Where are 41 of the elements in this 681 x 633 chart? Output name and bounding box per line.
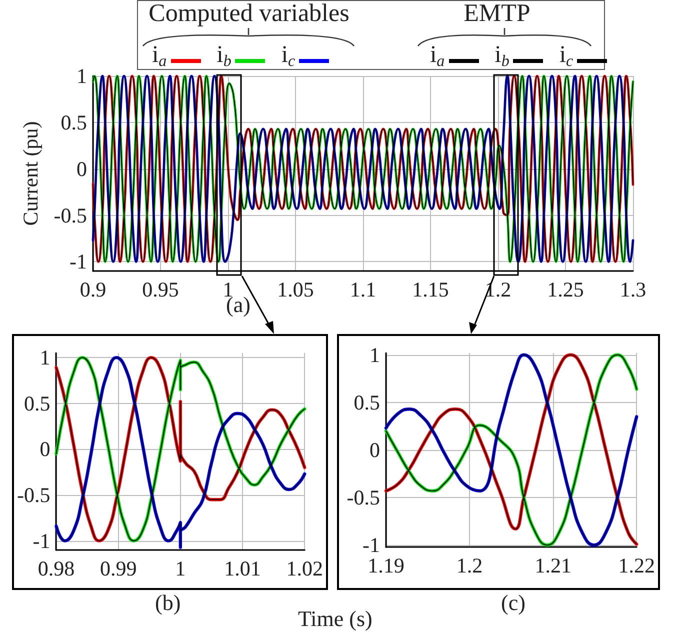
y-tick-label: -0.5 [16, 483, 50, 508]
y-tick-label: -1 [70, 250, 87, 274]
x-tick-label: 1.01 [224, 556, 261, 580]
y-tick-label: 1 [76, 64, 87, 88]
legend-label: i$_{c}$ [559, 42, 574, 71]
text: EMTP [464, 0, 530, 27]
x-tick-label: 0.95 [142, 278, 179, 302]
y-tick-label: -0.5 [346, 486, 380, 510]
y-tick-label: 0 [370, 438, 380, 462]
text: (b) [155, 590, 181, 616]
y-tick-label: 0.5 [24, 391, 50, 416]
x-tick-label: 1 [175, 556, 186, 580]
x-tick-label: 1.1 [350, 278, 376, 302]
y-tick-label: 0.5 [60, 110, 87, 134]
x-tick-label: 1.2 [456, 554, 483, 578]
x-tick-label: 1.25 [547, 278, 584, 302]
legend-label: i$_{b}$ [216, 42, 232, 71]
y-tick-label: 0 [76, 156, 87, 181]
legend-label: i$_{b}$ [494, 42, 510, 71]
x-tick-label: 0.99 [100, 556, 137, 580]
legend-label: i$_{c}$ [281, 42, 296, 71]
x-tick-label: 0.98 [38, 556, 75, 580]
y-tick-label: 0.5 [354, 390, 380, 414]
x-axis-title: Time (s) [298, 606, 372, 632]
x-tick-label: 1.02 [286, 556, 323, 580]
x-tick-label: 1.21 [534, 554, 572, 578]
y-axis-title: Current (pu) [18, 121, 42, 226]
y-tick-label: -1 [32, 528, 50, 553]
text: Computed variables [148, 0, 350, 28]
x-tick-label: 1.3 [620, 278, 646, 302]
y-tick-label: 1 [370, 342, 380, 367]
x-tick-label: 1.05 [277, 278, 314, 302]
x-tick-label: 0.9 [80, 278, 106, 302]
y-tick-label: 1 [40, 346, 50, 370]
x-tick-label: 1.15 [412, 278, 449, 302]
legend-label: i$_{a}$ [430, 42, 445, 71]
x-tick-label: 1.22 [618, 554, 655, 578]
y-tick-label: 0 [40, 437, 50, 462]
legend-label: i$_{a}$ [152, 42, 167, 71]
y-tick-label: -0.5 [54, 203, 87, 228]
text: (c) [501, 590, 526, 616]
